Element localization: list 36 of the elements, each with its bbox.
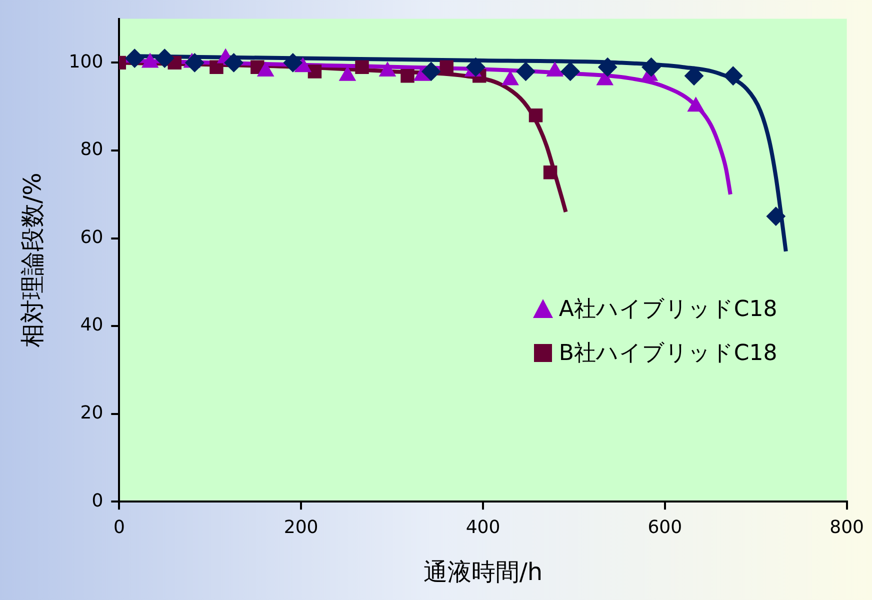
point: [560, 62, 580, 81]
x-axis-title: 通液時間/h: [423, 558, 543, 586]
point: [355, 60, 369, 74]
point: [724, 66, 743, 86]
x-tick-label: 600: [648, 517, 682, 538]
point: [308, 64, 322, 78]
point: [516, 62, 536, 81]
y-tick-label: 0: [92, 490, 104, 512]
point: [440, 60, 454, 74]
point: [684, 66, 704, 86]
x-tick-label: 0: [113, 517, 125, 538]
point: [185, 53, 204, 72]
x-tick-label: 400: [466, 517, 500, 538]
point: [422, 62, 441, 81]
y-tick-label: 40: [80, 314, 104, 336]
y-tick-label: 60: [80, 226, 104, 248]
point: [155, 48, 174, 68]
point: [125, 48, 144, 68]
point: [598, 58, 618, 77]
y-tick-label: 80: [80, 139, 104, 160]
x-tick-label: 200: [284, 517, 318, 538]
x-tick-label: 800: [830, 517, 864, 538]
point: [528, 108, 543, 122]
point: [642, 58, 661, 77]
point: [224, 53, 244, 72]
y-tick-label: 100: [68, 51, 104, 72]
point: [466, 58, 486, 77]
point: [400, 68, 414, 83]
point: [543, 166, 558, 180]
y-axis-title: 相対理論段数/%: [18, 172, 47, 348]
point: [210, 60, 224, 74]
y-tick-label: 20: [80, 402, 104, 424]
legend-label: B社ハイブリッドC18: [558, 340, 778, 368]
legend-label: A社ハイブリッドC18: [558, 296, 778, 324]
point: [283, 53, 302, 72]
point: [766, 206, 786, 226]
